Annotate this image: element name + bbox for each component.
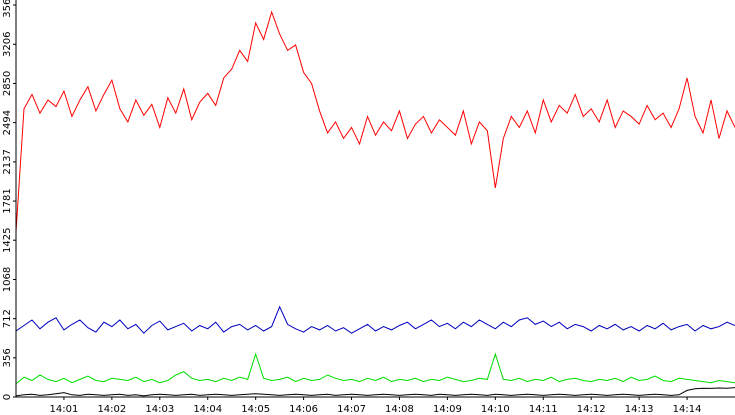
x-tick-label: 14:03 (145, 404, 174, 415)
y-tick-label: 2137 (2, 149, 13, 174)
x-tick-label: 14:12 (577, 404, 606, 415)
x-tick-label: 14:08 (385, 404, 414, 415)
y-tick-label: 356 (2, 348, 13, 367)
series-line (15, 387, 735, 397)
y-tick-label: 0 (2, 394, 13, 400)
x-tick-label: 14:14 (673, 404, 702, 415)
y-tick-label: 2494 (2, 110, 13, 135)
series-line (15, 305, 735, 334)
series-line (15, 352, 735, 385)
x-tick-label: 14:06 (289, 404, 318, 415)
y-tick-label: 1068 (2, 267, 13, 292)
x-tick-label: 14:04 (193, 404, 222, 415)
x-tick-label: 14:05 (241, 404, 270, 415)
x-tick-label: 14:09 (433, 404, 462, 415)
y-tick-label: 3563 (2, 0, 13, 18)
y-tick-label: 3206 (2, 32, 13, 57)
y-tick-label: 1425 (2, 227, 13, 252)
y-tick-label: 1781 (2, 188, 13, 213)
x-tick-label: 14:01 (50, 404, 79, 415)
y-tick-label: 2850 (2, 71, 13, 96)
series-line (15, 10, 735, 233)
x-tick-label: 14:13 (625, 404, 654, 415)
x-tick-label: 14:11 (529, 404, 558, 415)
y-tick-label: 712 (2, 309, 13, 328)
x-tick-label: 14:07 (337, 404, 366, 415)
x-tick-label: 14:10 (481, 404, 510, 415)
x-tick-label: 14:02 (97, 404, 126, 415)
